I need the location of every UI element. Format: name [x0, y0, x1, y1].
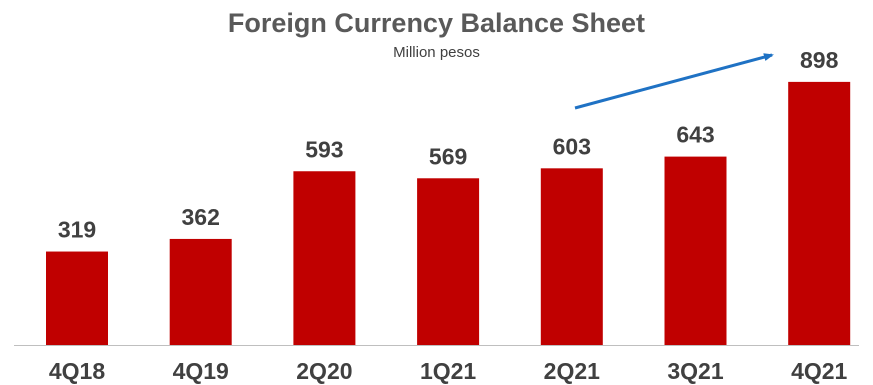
data-label-2Q21: 603: [553, 133, 591, 159]
data-label-4Q21: 898: [800, 47, 839, 73]
data-label-1Q21: 569: [429, 143, 467, 169]
data-label-3Q21: 643: [676, 122, 714, 148]
data-label-2Q20: 593: [305, 136, 343, 162]
data-labels-group: 319 362 593 569 603 643 898: [58, 47, 839, 243]
bar-4Q19: [169, 238, 232, 345]
bar-4Q21: [788, 81, 851, 346]
bar-4Q18: [46, 251, 108, 345]
bar-1Q21: [417, 178, 480, 345]
x-tick-label-1Q21: 1Q21: [420, 358, 476, 384]
bar-2Q20: [293, 171, 356, 345]
bar-2Q21: [540, 168, 603, 345]
x-tick-label-3Q21: 3Q21: [667, 358, 723, 384]
x-tick-label-4Q18: 4Q18: [49, 358, 105, 384]
x-tick-label-2Q21: 2Q21: [544, 358, 600, 384]
trend-arrow: [574, 53, 774, 110]
bars-group: [46, 81, 851, 346]
x-tick-labels-group: 4Q18 4Q19 2Q20 1Q21 2Q21 3Q21 4Q21: [49, 358, 848, 384]
chart-subtitle: Million pesos: [393, 44, 480, 61]
data-label-4Q19: 362: [182, 204, 220, 230]
bar-3Q21: [664, 156, 727, 345]
data-label-4Q18: 319: [58, 217, 96, 243]
x-tick-label-2Q20: 2Q20: [296, 358, 352, 384]
x-tick-label-4Q21: 4Q21: [791, 358, 847, 384]
chart-title: Foreign Currency Balance Sheet: [227, 8, 646, 38]
x-tick-label-4Q19: 4Q19: [173, 358, 229, 384]
